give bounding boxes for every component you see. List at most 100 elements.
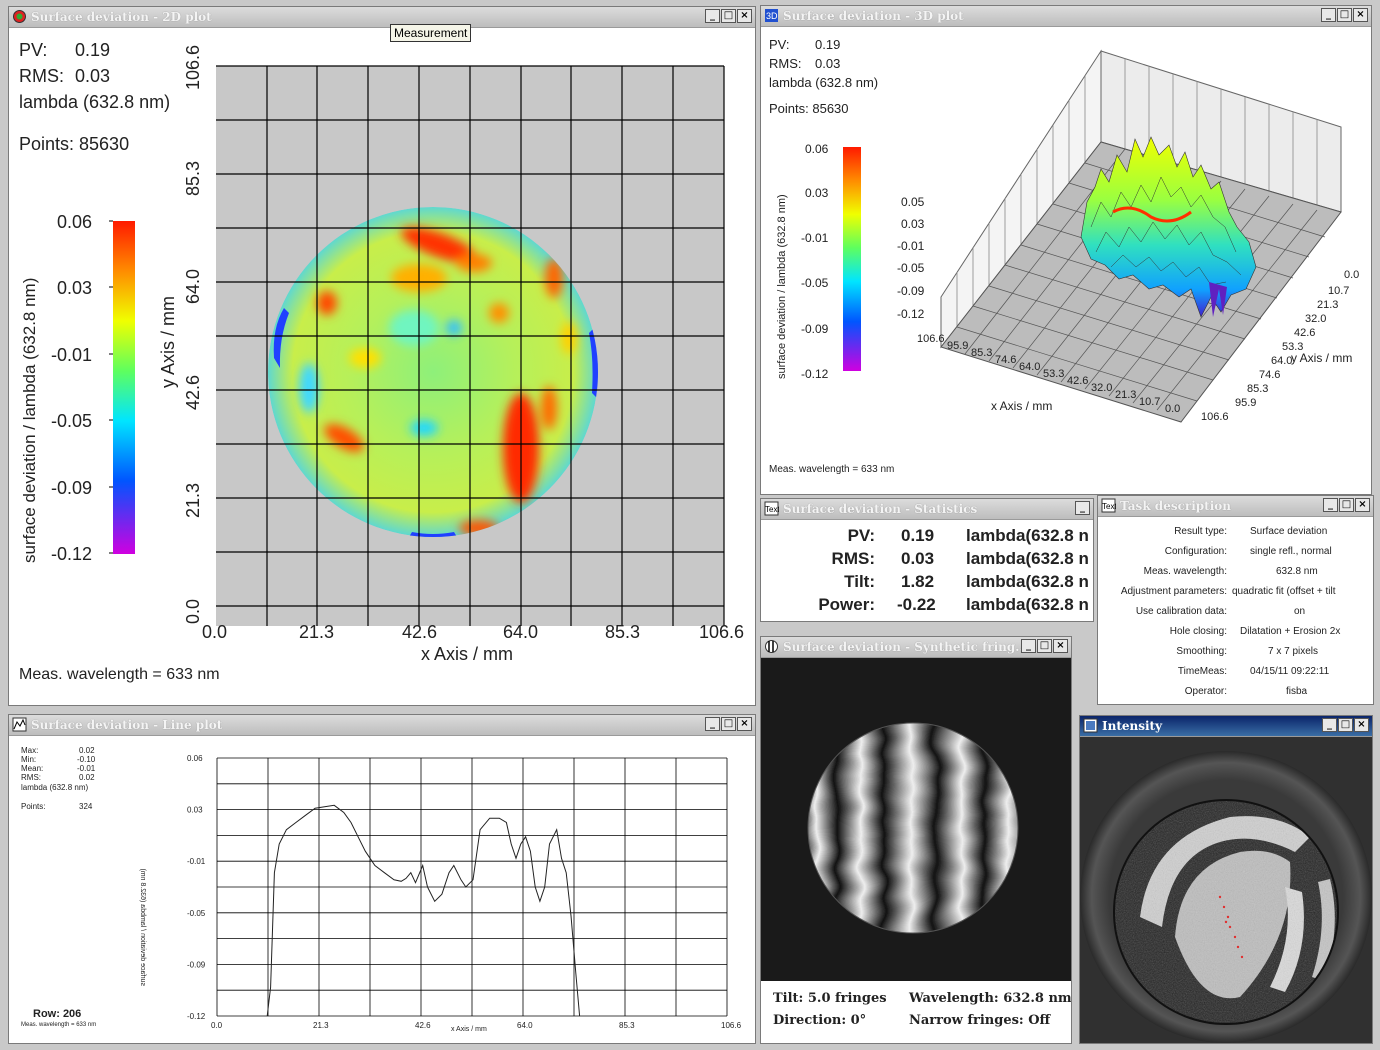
window-title: Task description <box>1120 499 1231 513</box>
close-button[interactable]: × <box>737 717 752 731</box>
stat-unit-pv: lambda(632.8 n <box>966 526 1089 545</box>
z-tick: -0.09 <box>897 284 925 298</box>
task-label: TimeMeas: <box>1177 666 1227 677</box>
colorbar-label: surface deviation / lambda (632.8 nm) <box>776 194 788 379</box>
grid-lines <box>216 757 728 1017</box>
window-title: Surface deviation - Synthetic fring... <box>783 640 1028 654</box>
maximize-button[interactable]: □ <box>721 9 736 23</box>
titlebar-line-plot[interactable]: Surface deviation - Line plot _ □ × <box>9 715 755 736</box>
svg-text:Text: Text <box>1102 502 1116 511</box>
colorbar-tick: -0.12 <box>801 367 829 381</box>
line-points-value: 324 <box>79 802 93 811</box>
task-label: Meas. wavelength: <box>1143 566 1227 577</box>
y-tick: 106.6 <box>1201 411 1229 423</box>
line-plot-icon <box>12 717 27 732</box>
minimize-button[interactable]: _ <box>705 9 720 23</box>
line-stat-label: Max: <box>21 746 39 755</box>
colorbar-tick: -0.01 <box>51 345 92 365</box>
minimize-button[interactable]: _ <box>1323 498 1338 512</box>
task-value: Surface deviation <box>1250 526 1328 537</box>
y-axis-label: y Axis / mm <box>1291 351 1352 365</box>
y-tick: 21.3 <box>1317 299 1338 311</box>
window-title: Surface deviation - Statistics <box>783 502 978 516</box>
fringe-image <box>807 722 1019 934</box>
fringe-info: Tilt: 5.0 fringes Direction: 0° Waveleng… <box>761 981 1071 1043</box>
line-stat-value: -0.10 <box>77 755 96 764</box>
minimize-button[interactable]: _ <box>705 717 720 731</box>
titlebar-statistics[interactable]: Text Surface deviation - Statistics _ <box>761 499 1093 520</box>
z-tick: 0.03 <box>901 217 925 231</box>
footer-wavelength: Meas. wavelength = 633 nm <box>769 464 895 475</box>
minimize-button[interactable]: _ <box>1321 8 1336 22</box>
plot-2d-canvas: 0.06 0.03 -0.01 -0.05 -0.09 -0.12 surfac… <box>20 45 744 664</box>
measurement-tooltip: Measurement <box>390 24 472 42</box>
stat-value-pv: 0.19 <box>901 526 935 545</box>
y-tick: 85.3 <box>1247 383 1268 395</box>
titlebar-3d-plot[interactable]: 3D Surface deviation - 3D plot _ □ × <box>761 6 1371 27</box>
stat-label-rms: RMS: <box>831 549 875 568</box>
titlebar-task-description[interactable]: Text Task description _ □ × <box>1098 496 1373 517</box>
x-tick: 85.3 <box>605 622 640 642</box>
text-window-icon: Text <box>1101 498 1116 513</box>
maximize-button[interactable]: □ <box>1337 8 1352 22</box>
intensity-icon <box>1083 718 1098 733</box>
maximize-button[interactable]: □ <box>1339 498 1354 512</box>
task-value: 7 x 7 pixels <box>1268 646 1319 657</box>
y-tick: 32.0 <box>1305 313 1326 325</box>
y-tick: 0.0 <box>183 599 203 624</box>
plot-3d-canvas: 0.06 0.03 -0.01 -0.05 -0.09 -0.12 surfac… <box>776 49 1359 423</box>
task-value: quadratic fit (offset + tilt <box>1232 586 1336 597</box>
task-value: single refl., normal <box>1250 546 1332 557</box>
close-button[interactable]: × <box>1353 8 1368 22</box>
colorbar-tick: -0.12 <box>51 544 92 564</box>
x-tick: 85.3 <box>619 1021 635 1030</box>
stat-label-power: Power: <box>818 595 875 614</box>
x-axis-label: x Axis / mm <box>451 1026 487 1033</box>
rms-label: RMS: <box>19 66 64 86</box>
colorbar-tick: 0.03 <box>57 278 92 298</box>
titlebar-intensity[interactable]: Intensity _ □ × <box>1080 716 1372 737</box>
task-label: Hole closing: <box>1169 626 1227 637</box>
minimize-button[interactable]: _ <box>1021 639 1036 653</box>
y-tick: 95.9 <box>1235 397 1256 409</box>
stat-label-pv: PV: <box>847 526 875 545</box>
close-button[interactable]: × <box>1053 639 1068 653</box>
maximize-button[interactable]: □ <box>1338 718 1353 732</box>
task-label: Configuration: <box>1164 546 1227 557</box>
titlebar-2d-plot[interactable]: Surface deviation - 2D plot _ □ × <box>9 7 755 28</box>
close-button[interactable]: × <box>737 9 752 23</box>
line-stat-value: 0.02 <box>79 746 95 755</box>
rms-value: 0.03 <box>815 56 841 71</box>
colorbar-ticks <box>109 220 113 554</box>
footer-wavelength: Meas. wavelength = 633 nm <box>19 666 220 683</box>
x-axis-label: x Axis / mm <box>991 399 1052 413</box>
series-line <box>266 804 581 1017</box>
line-stat-label: RMS: <box>21 773 41 782</box>
y-tick: 53.3 <box>1282 341 1303 353</box>
titlebar-synthetic-fringes[interactable]: Surface deviation - Synthetic fring... _… <box>761 637 1071 658</box>
task-label: Smoothing: <box>1176 646 1227 657</box>
stat-label-tilt: Tilt: <box>844 572 875 591</box>
z-tick: -0.12 <box>897 307 925 321</box>
y-tick: -0.01 <box>187 857 206 866</box>
maximize-button[interactable]: □ <box>721 717 736 731</box>
line-stat-value: -0.01 <box>77 764 96 773</box>
x-tick: 21.3 <box>313 1021 329 1030</box>
close-button[interactable]: × <box>1355 498 1370 512</box>
minimize-button[interactable]: _ <box>1322 718 1337 732</box>
rms-value: 0.03 <box>75 66 111 86</box>
plot-2d-icon <box>13 10 26 23</box>
window-statistics: Text Surface deviation - Statistics _ PV… <box>760 498 1094 622</box>
minimize-button[interactable]: _ <box>1075 501 1090 515</box>
window-title: Surface deviation - Line plot <box>31 718 223 732</box>
maximize-button[interactable]: □ <box>1037 639 1052 653</box>
window-task-description: Text Task description _ □ × Result type:… <box>1097 495 1374 705</box>
y-tick: 10.7 <box>1328 285 1349 297</box>
z-tick: -0.05 <box>897 261 925 275</box>
line-stat-label: Mean: <box>21 764 44 773</box>
y-tick: 64.0 <box>183 269 203 304</box>
x-tick: 53.3 <box>1043 368 1064 380</box>
close-button[interactable]: × <box>1354 718 1369 732</box>
y-tick: 21.3 <box>183 483 203 518</box>
points-label: Points: 85630 <box>19 134 130 154</box>
